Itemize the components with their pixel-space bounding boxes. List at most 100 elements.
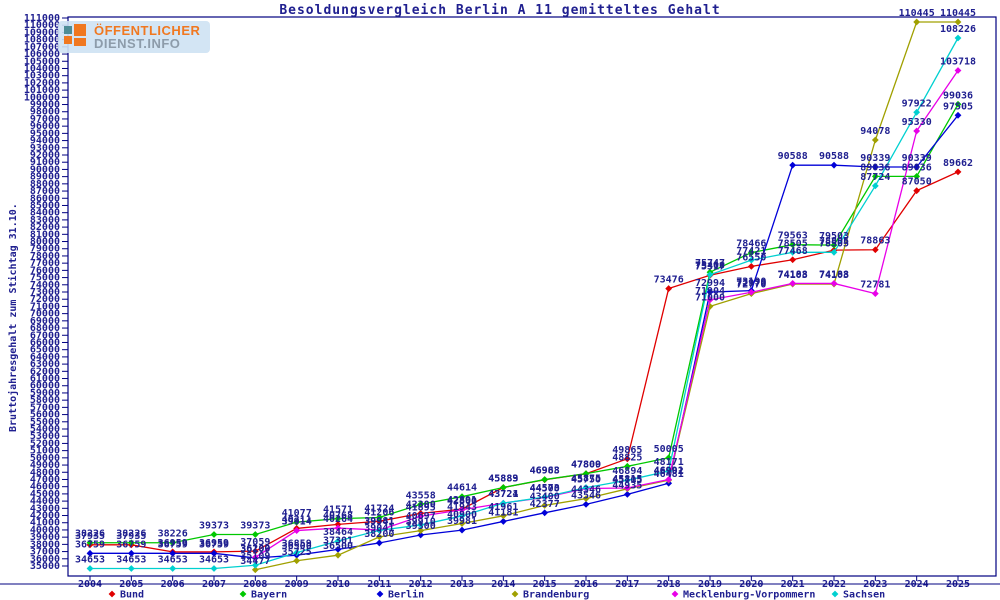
svg-text:80000: 80000 <box>30 237 60 248</box>
data-point <box>293 557 301 565</box>
svg-text:37301: 37301 <box>323 535 353 546</box>
data-point <box>913 18 921 26</box>
svg-text:41206: 41206 <box>364 507 394 518</box>
legend-label: Bayern <box>251 590 287 600</box>
site-logo[interactable]: ÖFFENTLICHER DIENST.INFO <box>58 21 211 53</box>
data-point <box>334 524 342 532</box>
svg-text:77421: 77421 <box>736 246 766 257</box>
data-point <box>334 537 342 545</box>
svg-text:74188: 74188 <box>819 269 849 280</box>
svg-text:63000: 63000 <box>30 359 60 370</box>
data-point <box>169 549 177 557</box>
svg-text:41181: 41181 <box>488 507 518 518</box>
svg-text:79503: 79503 <box>819 231 849 242</box>
svg-text:45815: 45815 <box>612 474 642 485</box>
svg-text:38464: 38464 <box>323 527 353 538</box>
data-point <box>789 248 797 256</box>
logo-line2: DIENST.INFO <box>94 35 181 51</box>
y-axis-title: Bruttojahresgehalt zum Stichtag 31.10. <box>8 203 19 432</box>
svg-text:34653: 34653 <box>199 555 229 566</box>
data-point <box>86 565 94 572</box>
svg-text:48000: 48000 <box>30 467 60 478</box>
data-point <box>830 248 838 256</box>
svg-text:67000: 67000 <box>30 330 60 341</box>
svg-text:49865: 49865 <box>612 445 642 456</box>
svg-text:101000: 101000 <box>24 85 60 96</box>
series-brandenburg <box>251 18 962 574</box>
svg-text:38226: 38226 <box>158 529 188 540</box>
data-point <box>499 518 507 525</box>
data-point <box>913 163 921 171</box>
svg-text:41724: 41724 <box>364 504 394 515</box>
data-point <box>458 520 466 527</box>
svg-text:46902: 46902 <box>654 466 684 477</box>
legend-marker <box>511 590 519 598</box>
svg-text:78466: 78466 <box>736 239 766 250</box>
svg-text:107000: 107000 <box>24 42 60 53</box>
svg-text:90588: 90588 <box>819 151 849 162</box>
svg-text:110445: 110445 <box>940 8 976 19</box>
svg-text:36759: 36759 <box>199 539 229 550</box>
svg-text:36759: 36759 <box>158 539 188 550</box>
svg-text:90339: 90339 <box>860 153 890 164</box>
legend-item-berlin: Berlin <box>376 589 424 600</box>
svg-text:51000: 51000 <box>30 446 60 457</box>
svg-text:85000: 85000 <box>30 200 60 211</box>
svg-text:75000: 75000 <box>30 273 60 284</box>
svg-text:81000: 81000 <box>30 229 60 240</box>
svg-text:103718: 103718 <box>940 57 976 68</box>
svg-text:34477: 34477 <box>240 556 270 567</box>
svg-text:38000: 38000 <box>30 539 60 550</box>
svg-text:78505: 78505 <box>819 238 849 249</box>
svg-text:73000: 73000 <box>30 287 60 298</box>
svg-text:60000: 60000 <box>30 381 60 392</box>
legend-item-brandenburg: Brandenburg <box>511 590 589 600</box>
legend-marker <box>239 590 247 598</box>
series-mecklenburg-vorpommern <box>251 67 962 561</box>
legend-item-bayern: Bayern <box>239 590 287 600</box>
svg-text:99036: 99036 <box>943 90 973 101</box>
data-point <box>417 512 425 520</box>
data-point <box>375 539 383 547</box>
svg-text:43724: 43724 <box>488 489 518 500</box>
data-point <box>582 470 590 478</box>
data-point <box>86 539 94 547</box>
svg-text:40768: 40768 <box>323 510 353 521</box>
svg-text:36000: 36000 <box>30 554 60 565</box>
svg-text:50005: 50005 <box>654 444 684 455</box>
data-point <box>954 18 962 26</box>
data-point <box>871 182 879 190</box>
svg-text:72970: 72970 <box>736 278 766 289</box>
svg-text:45875: 45875 <box>571 474 601 485</box>
svg-text:36859: 36859 <box>282 539 312 550</box>
svg-text:72781: 72781 <box>860 280 890 291</box>
data-point <box>871 246 879 254</box>
data-point <box>499 484 507 491</box>
data-point <box>417 531 425 539</box>
svg-text:36200: 36200 <box>240 543 270 554</box>
svg-text:99000: 99000 <box>30 100 60 111</box>
svg-text:46988: 46988 <box>530 466 560 477</box>
svg-text:79000: 79000 <box>30 244 60 255</box>
svg-text:93000: 93000 <box>30 143 60 154</box>
data-point <box>293 527 301 534</box>
svg-text:39981: 39981 <box>364 516 394 527</box>
data-point <box>458 526 466 534</box>
data-point <box>375 514 383 521</box>
svg-text:45883: 45883 <box>488 474 518 485</box>
data-point <box>913 127 921 135</box>
legend-label: Berlin <box>388 589 424 600</box>
data-point <box>582 484 590 491</box>
svg-text:43721: 43721 <box>488 489 518 500</box>
series-berlin <box>86 111 962 562</box>
data-point <box>706 271 714 279</box>
svg-text:97505: 97505 <box>943 101 973 112</box>
svg-text:42377: 42377 <box>530 499 560 510</box>
data-point <box>789 161 797 169</box>
svg-text:78505: 78505 <box>778 238 808 249</box>
point-labels: 37935 37935 36959 36959 37059 40211 40768 41206… <box>75 8 976 567</box>
svg-text:72770: 72770 <box>736 280 766 291</box>
svg-text:89036: 89036 <box>860 162 890 173</box>
data-point <box>665 285 673 292</box>
svg-text:39300: 39300 <box>406 521 436 532</box>
